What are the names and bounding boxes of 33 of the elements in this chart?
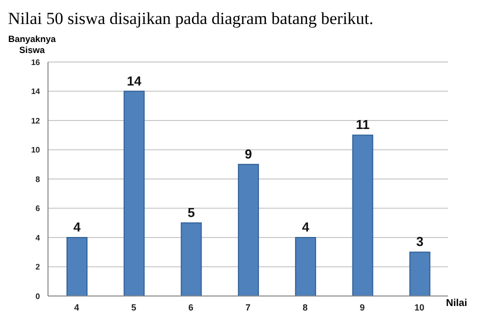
bar bbox=[352, 134, 374, 296]
x-tick-label: 6 bbox=[188, 302, 194, 312]
y-tick-label: 10 bbox=[31, 146, 41, 155]
data-label: 4 bbox=[73, 220, 82, 234]
x-tick-label: 7 bbox=[245, 302, 251, 312]
y-tick-label: 2 bbox=[36, 262, 41, 272]
data-label: 14 bbox=[126, 73, 142, 88]
y-axis-title: Banyaknya Siswa bbox=[7, 34, 57, 56]
bar bbox=[409, 252, 430, 296]
bar bbox=[295, 237, 316, 296]
x-tick-label: 4 bbox=[74, 302, 80, 312]
x-tick-label: 10 bbox=[414, 302, 424, 312]
y-tick-label: 14 bbox=[31, 87, 41, 96]
chart-title: Nilai 50 siswa disajikan pada diagram batang berikut. bbox=[8, 8, 374, 30]
data-label: 11 bbox=[356, 117, 370, 132]
y-tick-label: 8 bbox=[36, 174, 41, 184]
data-label: 9 bbox=[244, 146, 252, 162]
y-tick-label: 0 bbox=[36, 292, 41, 301]
data-label: 4 bbox=[302, 220, 310, 234]
y-tick-label: 12 bbox=[31, 116, 41, 126]
bar bbox=[180, 222, 202, 296]
y-tick-label: 4 bbox=[36, 233, 41, 242]
data-label: 3 bbox=[416, 234, 424, 250]
bar bbox=[66, 237, 88, 296]
x-tick-label: 8 bbox=[302, 302, 308, 312]
y-tick-label: 16 bbox=[31, 58, 41, 67]
x-axis-title: Nilai bbox=[446, 298, 468, 309]
x-tick-label: 5 bbox=[131, 302, 136, 312]
x-tick-label: 9 bbox=[360, 302, 365, 312]
bar bbox=[124, 90, 145, 296]
y-tick-label: 6 bbox=[36, 204, 41, 214]
bar bbox=[238, 164, 259, 296]
data-label: 5 bbox=[188, 204, 195, 220]
